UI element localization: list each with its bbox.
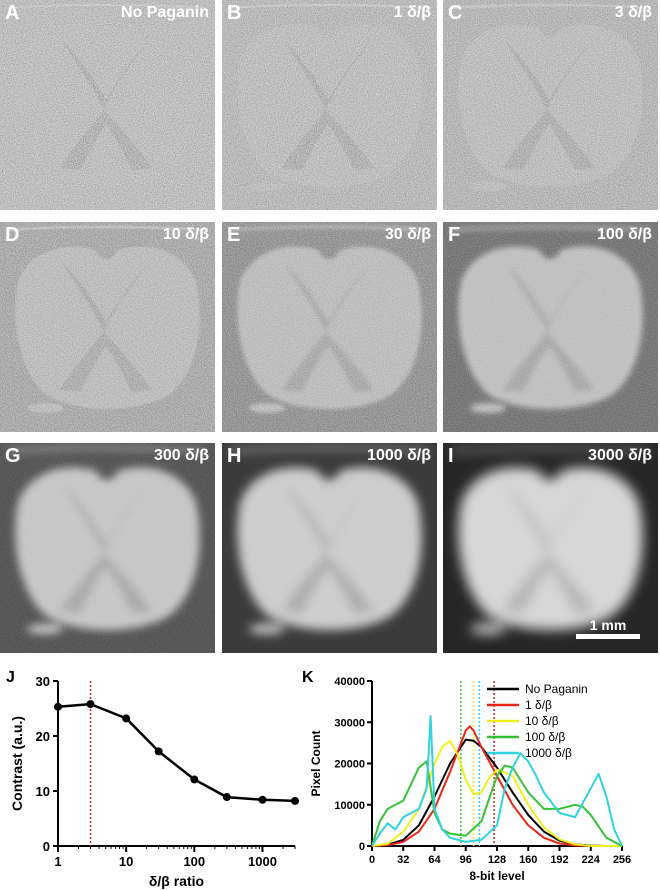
panel-letter: I <box>448 445 454 467</box>
chart-k-x-tick-label: 64 <box>428 854 441 866</box>
chart-j-data-point <box>222 793 231 802</box>
chart-k-x-tick-label: 128 <box>488 854 506 866</box>
chart-k-series-line-3 <box>371 760 623 847</box>
chart-k-series-line-0 <box>371 738 622 847</box>
panel-letter: A <box>5 2 20 24</box>
chart-k-series-line-1 <box>371 725 622 847</box>
chart-k-x-tick-label: 224 <box>582 854 601 866</box>
chart-j-x-tick-label: 1000 <box>248 854 277 869</box>
spinal-cord-image <box>222 222 437 432</box>
micrograph-panel-a: A No Paganin <box>0 0 215 210</box>
spinal-cord-image <box>222 443 437 653</box>
chart-k-y-tick-label: 20000 <box>334 759 365 771</box>
panel-condition-label: 30 δ/β <box>384 226 431 243</box>
chart-j-y-tick-label: 0 <box>43 839 50 854</box>
micrograph-panel-c: C 3 δ/β <box>443 0 658 210</box>
chart-k-legend-label: 100 δ/β <box>525 730 565 744</box>
chart-k-panel-letter: K <box>302 669 314 686</box>
chart-j-y-axis-label: Contrast (a.u.) <box>9 716 25 811</box>
chart-j-series-line <box>57 702 296 803</box>
chart-k-y-axis-label: Pixel Count <box>309 730 323 796</box>
chart-j-x-tick-label: 10 <box>119 854 133 869</box>
micrograph-panel-g: G 300 δ/β <box>0 443 215 653</box>
chart-k-y-tick-label: 30000 <box>334 717 365 729</box>
chart-j-x-tick-label: 1 <box>54 854 61 869</box>
panel-condition-label: No Paganin <box>120 4 209 21</box>
chart-j-x-tick-label: 100 <box>183 854 205 869</box>
chart-j-data-point <box>190 775 199 784</box>
micrograph-panel-d: D 10 δ/β <box>0 222 215 432</box>
chart-k-legend-label: No Paganin <box>525 682 588 696</box>
chart-j-y-tick-label: 30 <box>36 674 50 689</box>
chart-k-y-tick-label: 40000 <box>334 676 365 688</box>
panel-letter: E <box>227 224 241 246</box>
chart-k-legend-label: 1 δ/β <box>525 698 552 712</box>
chart-k-y-tick-label: 10000 <box>334 800 365 812</box>
micrograph-panel-f: F 100 δ/β <box>443 222 658 432</box>
chart-j-data-point <box>291 796 299 805</box>
panel-condition-label: 3 δ/β <box>614 4 652 21</box>
charts-area: J 0 10 20 30 1 10 100 1000 δ/β ratio Contrast (a.u… <box>6 669 631 889</box>
scale-bar-label: 1 mm <box>589 617 627 633</box>
chart-j-data-point <box>154 747 163 756</box>
panel-letter: H <box>227 445 242 467</box>
chart-k-series-line-2 <box>371 739 622 847</box>
chart-j-data-point <box>122 714 131 723</box>
chart-j-data-point <box>54 702 62 711</box>
chart-k-y-tick-label: 0 <box>359 841 365 853</box>
chart-k-legend-label: 1000 δ/β <box>525 746 572 760</box>
chart-j-y-tick-label: 10 <box>36 784 50 799</box>
spinal-cord-image <box>443 443 658 653</box>
scale-bar <box>576 634 640 639</box>
panel-letter: F <box>448 224 461 246</box>
micrograph-panel-h: H 1000 δ/β <box>222 443 437 653</box>
chart-j-data-point <box>258 795 267 804</box>
chart-k-x-tick-label: 192 <box>550 854 568 866</box>
chart-k-x-axis-label: 8-bit level <box>469 869 524 883</box>
chart-k-x-tick-label: 96 <box>460 854 472 866</box>
chart-k-x-tick-label: 256 <box>613 854 631 866</box>
spinal-cord-image <box>0 0 215 210</box>
micrograph-panel-e: E 30 δ/β <box>222 222 437 432</box>
spinal-cord-image <box>443 0 658 210</box>
panel-condition-label: 100 δ/β <box>596 226 652 243</box>
chart-j-panel-letter: J <box>6 669 15 686</box>
chart-j-data-point <box>86 700 95 709</box>
chart-k-x-tick-label: 0 <box>369 854 375 866</box>
panel-condition-label: 1 δ/β <box>393 4 431 21</box>
panel-condition-label: 10 δ/β <box>162 226 209 243</box>
micrograph-panel-i: I 3000 δ/β 1 mm <box>443 443 658 653</box>
chart-k-x-tick-label: 160 <box>519 854 537 866</box>
spinal-cord-image <box>0 443 215 653</box>
spinal-cord-image <box>0 222 215 432</box>
chart-k-x-tick-label: 32 <box>397 854 409 866</box>
panel-letter: B <box>227 2 242 24</box>
panel-letter: G <box>5 445 21 467</box>
spinal-cord-image <box>222 0 437 210</box>
micrograph-panel-b: B 1 δ/β <box>222 0 437 210</box>
panel-letter: D <box>5 224 20 246</box>
panel-condition-label: 1000 δ/β <box>367 447 431 464</box>
spinal-cord-image <box>443 222 658 432</box>
chart-j-x-axis-label: δ/β ratio <box>149 873 204 889</box>
chart-j-y-tick-label: 20 <box>36 729 50 744</box>
panel-condition-label: 3000 δ/β <box>588 447 652 464</box>
chart-k-series-line-4 <box>371 715 623 847</box>
panel-condition-label: 300 δ/β <box>153 447 209 464</box>
chart-k-legend-label: 10 δ/β <box>525 714 559 728</box>
panel-letter: C <box>448 2 463 24</box>
